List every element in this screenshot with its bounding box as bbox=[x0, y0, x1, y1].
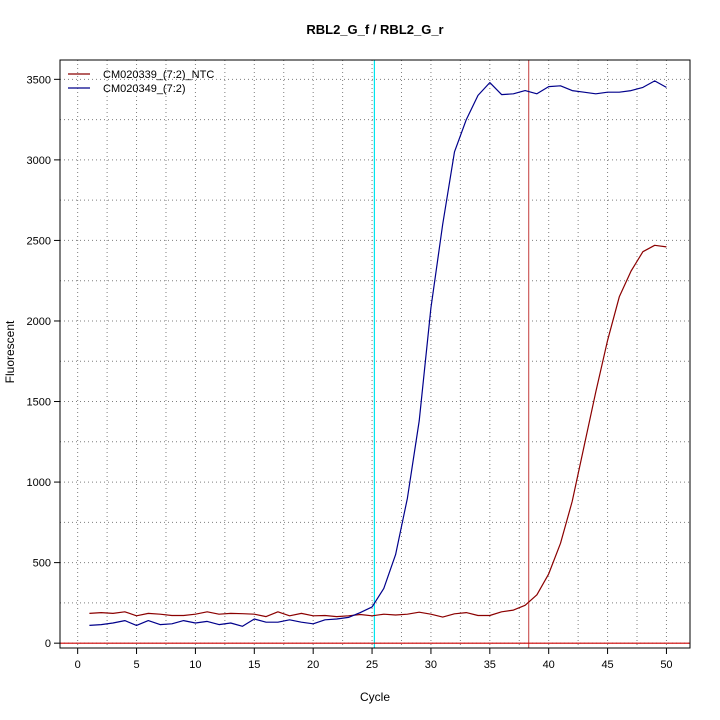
legend: CM020339_(7:2)_NTC CM020349_(7:2) bbox=[68, 69, 214, 95]
chart-title: RBL2_G_f / RBL2_G_r bbox=[306, 22, 443, 37]
y-tick-label: 3500 bbox=[27, 74, 51, 86]
x-axis-title: Cycle bbox=[360, 690, 390, 704]
x-tick-label: 35 bbox=[484, 659, 496, 671]
y-axis-title: Fluorescent bbox=[3, 320, 17, 383]
x-tick-label: 45 bbox=[601, 659, 613, 671]
y-tick-label: 2000 bbox=[27, 316, 51, 328]
y-tick-label: 1000 bbox=[27, 477, 51, 489]
plot-frame bbox=[59, 59, 691, 649]
series-lines bbox=[89, 80, 667, 627]
x-tick-label: 15 bbox=[248, 659, 260, 671]
reference-lines bbox=[60, 60, 690, 648]
x-tick-label: 40 bbox=[543, 659, 555, 671]
y-tick-label: 3000 bbox=[27, 155, 51, 167]
x-tick-label: 0 bbox=[75, 659, 81, 671]
grid bbox=[60, 60, 690, 648]
x-tick-label: 25 bbox=[366, 659, 378, 671]
series-line-2 bbox=[89, 80, 667, 627]
x-tick-label: 30 bbox=[425, 659, 437, 671]
series-line-1 bbox=[89, 244, 667, 618]
x-tick-label: 50 bbox=[660, 659, 672, 671]
x-tick-label: 20 bbox=[307, 659, 319, 671]
x-tick-label: 5 bbox=[133, 659, 139, 671]
x-axis: 0 5 10 15 20 25 30 35 40 45 50 bbox=[75, 648, 673, 671]
y-tick-label: 500 bbox=[33, 558, 51, 570]
y-tick-label: 0 bbox=[45, 638, 51, 650]
y-tick-label: 1500 bbox=[27, 397, 51, 409]
legend-label-2: CM020349_(7:2) bbox=[103, 83, 186, 95]
x-tick-label: 10 bbox=[189, 659, 201, 671]
y-axis: 0 500 1000 1500 2000 2500 3000 3500 bbox=[27, 74, 60, 650]
legend-label-1: CM020339_(7:2)_NTC bbox=[103, 69, 214, 81]
y-tick-label: 2500 bbox=[27, 235, 51, 247]
